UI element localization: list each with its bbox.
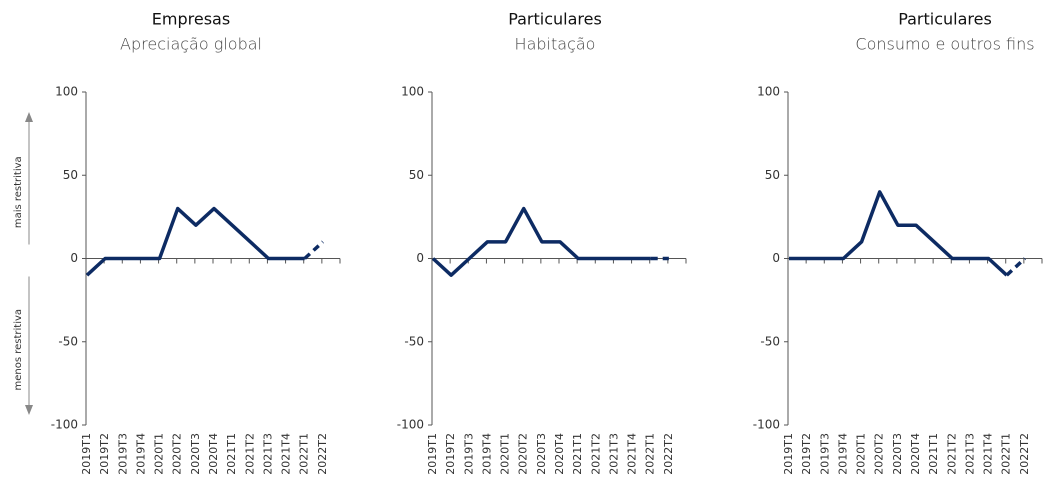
y-tick-label: -100 <box>51 418 78 432</box>
x-tick-label: 2019T2 <box>444 433 457 475</box>
x-tick-label: 2022T1 <box>644 433 657 475</box>
chart-subtitle: Apreciação global <box>120 35 262 54</box>
x-tick-label: 2021T4 <box>626 433 639 475</box>
x-tick-label: 2020T3 <box>891 433 904 475</box>
annotation: menos restritiva <box>13 309 24 391</box>
forecast-line <box>303 240 325 260</box>
chart: Particulares Consumo e outros fins -100 -50… <box>753 10 1043 475</box>
x-tick-label: 2021T3 <box>607 433 620 475</box>
y-tick-label: 100 <box>55 85 78 99</box>
x-tick-label: 2022T2 <box>316 433 329 475</box>
x-tick-label: 2021T4 <box>982 433 995 475</box>
x-tick-label: 2020T1 <box>855 433 868 475</box>
x-tick-label: 2022T1 <box>1000 433 1013 475</box>
x-tick-label: 2019T4 <box>836 433 849 475</box>
x-tick-label: 2019T3 <box>818 433 831 475</box>
y-tick-label: -50 <box>58 334 78 348</box>
y-tick-label: -50 <box>404 334 424 348</box>
x-tick-label: 2020T2 <box>171 433 184 475</box>
x-tick-label: 2022T1 <box>298 433 311 475</box>
y-tick-label: -100 <box>753 418 780 432</box>
y-tick-label: 50 <box>765 168 780 182</box>
annotation: mais restritiva <box>13 156 24 228</box>
y-tick-label: 100 <box>401 85 424 99</box>
y-tick-label: 0 <box>772 251 780 265</box>
data-line <box>431 206 651 277</box>
x-tick-label: 2021T2 <box>243 433 256 475</box>
x-tick-label: 2020T2 <box>517 433 530 475</box>
x-tick-label: 2020T3 <box>189 433 202 475</box>
y-tick-label: -50 <box>760 334 780 348</box>
x-tick-label: 2019T4 <box>134 433 147 475</box>
x-tick-label: 2019T2 <box>800 433 813 475</box>
chart: Particulares Habitação -100 -50 0 50 100 2019T1… <box>397 10 687 475</box>
x-tick-label: 2021T1 <box>571 433 584 475</box>
chart: Empresas Apreciação global -100 -50 0 50 100 20… <box>13 10 341 475</box>
x-tick-label: 2021T1 <box>927 433 940 475</box>
x-tick-label: 2020T4 <box>909 433 922 475</box>
x-tick-label: 2020T1 <box>153 433 166 475</box>
y-tick-label: 0 <box>70 251 78 265</box>
x-tick-label: 2021T2 <box>945 433 958 475</box>
y-tick-label: 100 <box>757 85 780 99</box>
forecast-line <box>1005 257 1027 277</box>
x-tick-label: 2021T2 <box>589 433 602 475</box>
arrow-head <box>25 112 33 122</box>
x-tick-label: 2021T3 <box>963 433 976 475</box>
x-tick-label: 2019T3 <box>116 433 129 475</box>
x-tick-label: 2019T1 <box>80 433 93 475</box>
y-tick-label: 0 <box>416 251 424 265</box>
chart-title: Particulares <box>508 10 602 29</box>
x-tick-label: 2019T4 <box>480 433 493 475</box>
x-tick-label: 2020T4 <box>207 433 220 475</box>
x-tick-label: 2020T4 <box>553 433 566 475</box>
x-tick-label: 2019T3 <box>462 433 475 475</box>
data-line <box>789 190 1008 277</box>
x-tick-label: 2020T2 <box>873 433 886 475</box>
x-tick-label: 2021T1 <box>225 433 238 475</box>
y-tick-label: -100 <box>397 418 424 432</box>
x-tick-label: 2019T1 <box>426 433 439 475</box>
data-line <box>85 206 305 277</box>
x-tick-label: 2022T2 <box>662 433 675 475</box>
x-tick-label: 2022T2 <box>1018 433 1031 475</box>
x-tick-label: 2019T2 <box>98 433 111 475</box>
x-tick-label: 2020T3 <box>535 433 548 475</box>
chart-title: Empresas <box>152 10 230 29</box>
y-tick-label: 50 <box>63 168 78 182</box>
x-tick-label: 2021T3 <box>261 433 274 475</box>
chart-title: Particulares <box>898 10 992 29</box>
x-tick-label: 2019T1 <box>782 433 795 475</box>
chart-subtitle: Habitação <box>515 35 596 54</box>
x-tick-label: 2020T1 <box>499 433 512 475</box>
y-tick-label: 50 <box>409 168 424 182</box>
chart-subtitle: Consumo e outros fins <box>855 35 1034 54</box>
arrow-head <box>25 405 33 415</box>
x-tick-label: 2021T4 <box>280 433 293 475</box>
